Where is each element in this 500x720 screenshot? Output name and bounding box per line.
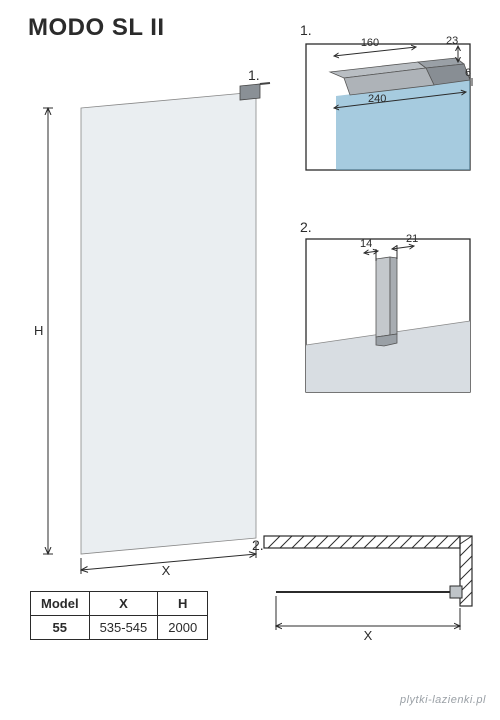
dim-240: 240 <box>368 93 386 105</box>
plan-view: X <box>258 530 478 650</box>
table-row: 55 535-545 2000 <box>31 616 208 640</box>
th-model: Model <box>31 592 90 616</box>
dim-23: 23 <box>446 35 458 47</box>
main-isometric-view: H X <box>26 60 276 575</box>
cell-x: 535-545 <box>89 616 158 640</box>
cell-model: 55 <box>31 616 90 640</box>
th-h: H <box>158 592 208 616</box>
dim-21: 21 <box>406 233 418 245</box>
plan-dim-X: X <box>364 628 373 643</box>
product-title: MODO SL II <box>28 14 165 42</box>
dim-160: 160 <box>361 37 379 49</box>
detail2-callout: 2. <box>300 219 312 235</box>
detail-1: 1. 160 23 6 240 <box>298 28 478 178</box>
cell-h: 2000 <box>158 616 208 640</box>
detail-2: 2. 14 21 <box>298 225 478 400</box>
dim-14: 14 <box>360 238 372 250</box>
detail1-callout: 1. <box>300 22 312 38</box>
spec-table: Model X H 55 535-545 2000 <box>30 591 208 640</box>
dim-X-label: X <box>162 563 171 575</box>
dim-6: 6 <box>465 67 471 79</box>
watermark: plytki-lazienki.pl <box>400 694 486 706</box>
dim-H-label: H <box>34 323 43 338</box>
th-x: X <box>89 592 158 616</box>
